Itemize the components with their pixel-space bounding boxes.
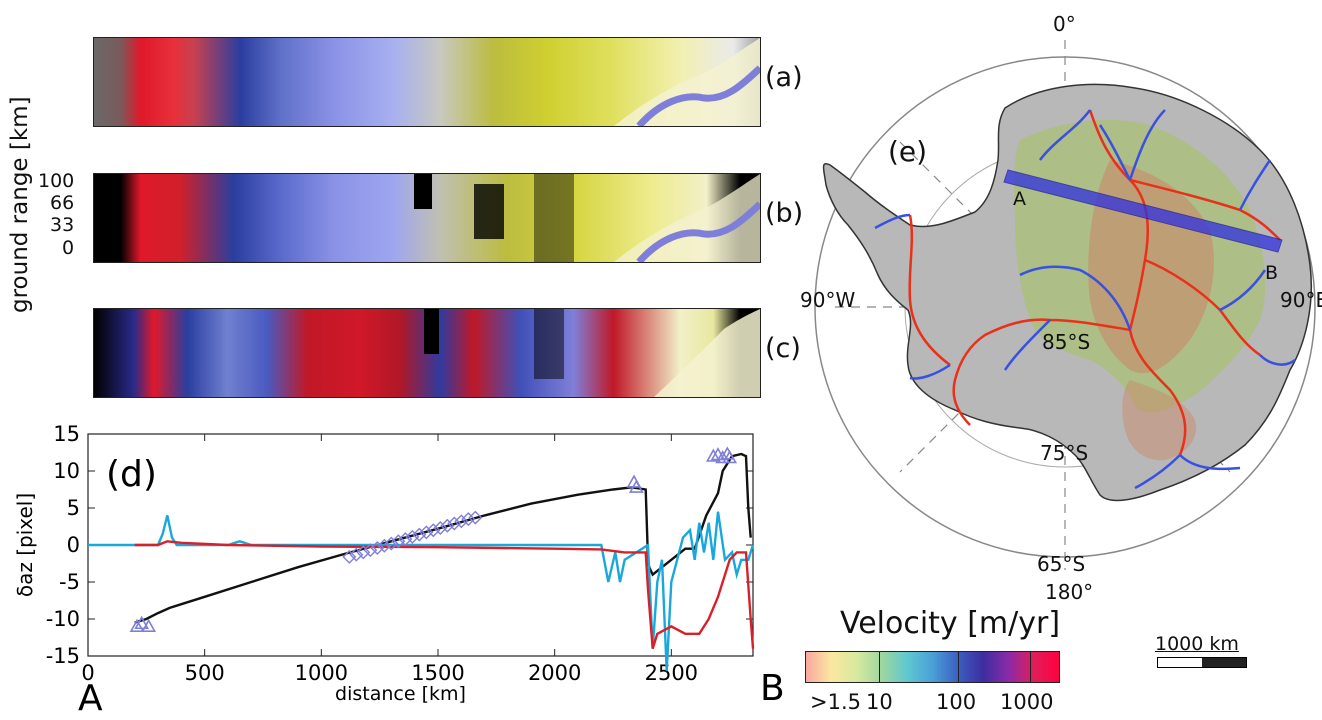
colorbar-title: Velocity [m/yr] [840,606,1061,641]
series-line-2 [134,540,755,649]
y-tick-label: 5 [67,496,80,520]
y-tick-label: 15 [53,422,80,446]
diamond-marker [412,527,427,542]
triangle-marker [722,450,738,464]
x-tick-label: 500 [185,661,225,685]
diamond-marker [342,549,357,564]
diamond-marker [433,520,448,535]
strip-c-label: (c) [765,333,801,364]
colorbar-tick: >1.5 [810,690,861,714]
map-label-top: 0° [1053,12,1076,36]
scale-bar-label: 1000 km [1155,633,1239,655]
y-tick-label: -15 [46,644,80,668]
x-tick-label: 1500 [411,661,464,685]
strip-c-overlay [424,309,760,397]
colorbar-divider [1030,652,1031,682]
diamond-marker [419,525,434,540]
strip-b-overlay [414,174,760,262]
antarctica-map [814,40,1316,570]
y-axis-label: δaz [pixel] [13,493,37,597]
map-label-bottom: 180° [1045,580,1094,604]
triangle-marker [129,618,145,632]
diamond-marker [370,540,385,555]
strip-b-tick: 100 [38,170,75,192]
strip-a-label: (a) [765,62,803,93]
triangle-marker [715,450,731,464]
diamond-marker [377,538,392,553]
colorbar-tick: 100 [936,690,977,714]
map-panel-label: (e) [888,135,928,168]
colorbar-divider [879,652,880,682]
map-point-b: B [1265,262,1279,284]
series-line-0 [134,452,752,624]
strip-a-overlay [614,38,760,126]
map-label-left: 90°W [800,288,856,312]
x-tick-label: 2500 [645,661,698,685]
strip-b-tick: 33 [50,214,75,236]
x-tick-label: 1000 [295,661,348,685]
panel-label: (d) [106,454,157,495]
colorbar-tick: 10 [866,690,893,714]
map-label-lat85: 85°S [1042,330,1091,354]
strip-b-tick: 0 [62,237,75,259]
y-tick-label: 0 [67,533,80,557]
diamond-marker [454,514,469,529]
diamond-marker [468,510,483,525]
strip-b-tick: 66 [50,192,75,214]
diamond-marker [398,532,413,547]
diamond-marker [405,529,420,544]
x-axis-label: distance [km] [335,683,466,705]
figure-label-b: B [760,668,785,709]
x-tick-label: 2000 [528,661,581,685]
strips-ylabel: ground range [km] [7,96,33,313]
strip-c [93,308,761,398]
strip-b [93,173,761,263]
map-point-a: A [1013,188,1026,210]
strip-a [93,37,761,127]
transect-band [1003,169,1283,253]
map-label-lat75: 75°S [1040,441,1089,465]
diamond-marker [447,516,462,531]
x-tick-label: 0 [81,661,94,685]
diamond-marker [384,536,399,551]
strip-b-label: (b) [765,198,804,229]
triangle-marker [141,618,157,632]
y-tick-label: 10 [53,459,80,483]
diamond-marker [440,518,455,533]
map-label-lat65: 65°S [1037,552,1086,576]
diamond-marker [461,512,476,527]
figure-label-a: A [78,678,103,719]
triangle-marker [705,448,721,462]
map-label-right: 90°E [1280,288,1322,312]
scale-bar [1157,657,1247,668]
y-tick-label: -5 [59,570,80,594]
diamond-marker [356,545,371,560]
diamond-marker [363,543,378,558]
diamond-marker [349,547,364,562]
triangle-marker [628,479,644,493]
diamond-marker [391,534,406,549]
diamond-marker [426,523,441,538]
map-flow-lines [874,109,1296,490]
series-line-1 [88,511,755,671]
colorbar-tick: 1000 [1000,690,1054,714]
colorbar [805,651,1060,683]
y-tick-label: -10 [46,607,80,631]
triangle-marker [134,615,150,630]
colorbar-divider [958,652,959,682]
